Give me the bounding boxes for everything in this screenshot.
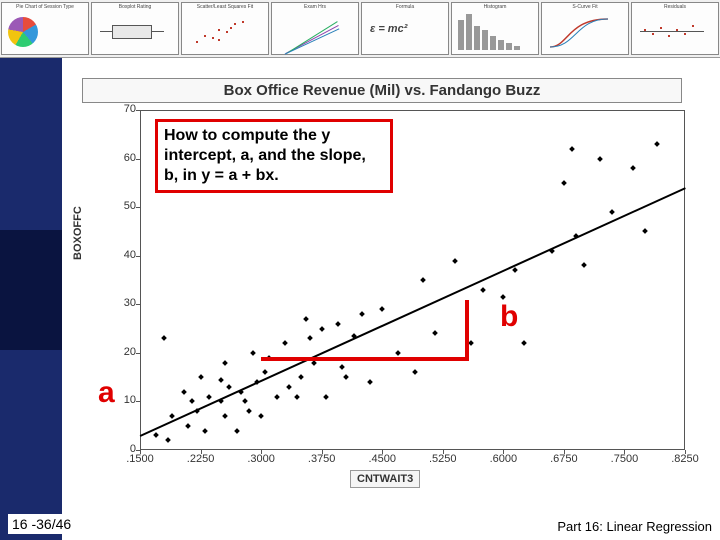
ytick-mark <box>136 256 140 257</box>
boxplot-icon <box>112 25 152 39</box>
xtick-label: .4500 <box>368 453 396 465</box>
ytick-label: 50 <box>118 200 136 212</box>
ytick-mark <box>136 304 140 305</box>
nav-thumb-lines[interactable]: Exam Hrs <box>271 2 359 55</box>
xtick-mark <box>443 450 444 454</box>
ytick-mark <box>136 207 140 208</box>
slope-rise-line <box>465 300 469 361</box>
nav-label: Formula <box>396 4 414 10</box>
xtick-mark <box>624 450 625 454</box>
nav-thumb-formula[interactable]: Formula ε = mc² <box>361 2 449 55</box>
ytick-label: 60 <box>118 152 136 164</box>
nav-thumb-boxplot[interactable]: Boxplot Rating <box>91 2 179 55</box>
xtick-mark <box>382 450 383 454</box>
nav-thumb-hist[interactable]: Histogram <box>451 2 539 55</box>
formula-icon: ε = mc² <box>370 23 407 35</box>
histogram-icon <box>458 10 520 50</box>
scurve-icon <box>548 13 614 49</box>
nav-label: Boxplot Rating <box>119 4 152 10</box>
annotation-a: a <box>98 376 115 410</box>
xtick-mark <box>503 450 504 454</box>
x-axis-label: CNTWAIT3 <box>350 470 420 488</box>
zero-line <box>640 31 704 32</box>
xtick-mark <box>564 450 565 454</box>
footer-page: 16 -36/46 <box>8 514 75 534</box>
ytick-mark <box>136 353 140 354</box>
xtick-label: .1500 <box>126 453 154 465</box>
xtick-mark <box>685 450 686 454</box>
callout-box: How to compute the y intercept, a, and t… <box>155 119 393 193</box>
chart-title: Box Office Revenue (Mil) vs. Fandango Bu… <box>82 78 682 103</box>
ytick-label: 30 <box>118 297 136 309</box>
nav-label: Exam Hrs <box>304 4 326 10</box>
left-sidebar-dark <box>0 230 62 350</box>
nav-label: Scatter/Least Squares Fit <box>197 4 253 10</box>
nav-label: Pie Chart of Session Type <box>16 4 74 10</box>
xtick-label: .3000 <box>247 453 275 465</box>
xtick-mark <box>140 450 141 454</box>
footer-title: Part 16: Linear Regression <box>557 519 712 534</box>
pie-icon <box>8 17 38 47</box>
xtick-label: .6750 <box>550 453 578 465</box>
xtick-label: .3750 <box>308 453 336 465</box>
nav-thumb-pie[interactable]: Pie Chart of Session Type <box>1 2 89 55</box>
xtick-label: .8250 <box>671 453 699 465</box>
nav-label: Residuals <box>664 4 686 10</box>
ytick-mark <box>136 110 140 111</box>
ytick-mark <box>136 401 140 402</box>
slope-run-line <box>261 357 467 361</box>
nav-thumb-resid[interactable]: Residuals <box>631 2 719 55</box>
xtick-label: .2250 <box>187 453 215 465</box>
nav-thumb-scatter[interactable]: Scatter/Least Squares Fit <box>181 2 269 55</box>
xtick-label: .7500 <box>611 453 639 465</box>
thumbnail-strip: Pie Chart of Session Type Boxplot Rating… <box>0 0 720 58</box>
xtick-mark <box>261 450 262 454</box>
nav-thumb-scurve[interactable]: S-Curve Fit <box>541 2 629 55</box>
xtick-mark <box>322 450 323 454</box>
y-axis-label: BOXOFFC <box>72 206 84 260</box>
xtick-mark <box>201 450 202 454</box>
ytick-label: 40 <box>118 249 136 261</box>
ytick-mark <box>136 159 140 160</box>
ytick-label: 70 <box>118 103 136 115</box>
ytick-label: 10 <box>118 394 136 406</box>
nav-label: S-Curve Fit <box>572 4 597 10</box>
xtick-label: .6000 <box>490 453 518 465</box>
xtick-label: .5250 <box>429 453 457 465</box>
annotation-b: b <box>500 300 518 334</box>
ytick-label: 20 <box>118 346 136 358</box>
line-icon <box>285 28 340 54</box>
